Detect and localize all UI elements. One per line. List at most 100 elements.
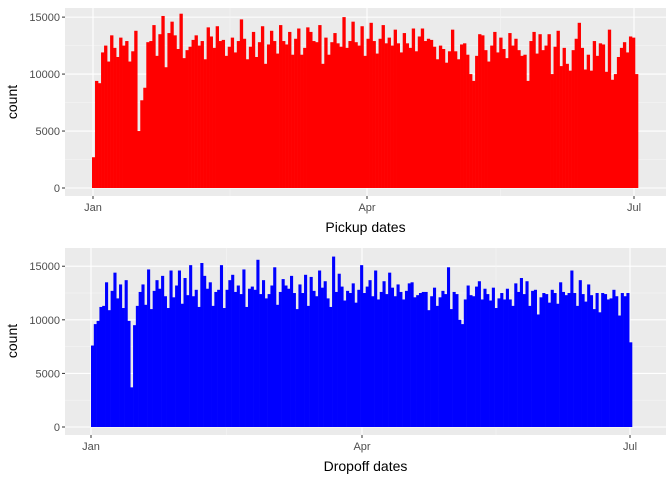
pickup-bar <box>493 31 497 189</box>
pickup-bar <box>384 43 388 188</box>
dropoff-bar <box>545 294 549 427</box>
dropoff-bar <box>306 305 310 427</box>
dropoff-bar <box>475 286 479 427</box>
pickup-bar <box>592 41 597 188</box>
dropoff-bar <box>360 265 364 427</box>
pickup-bar <box>487 61 491 188</box>
pickup-bar <box>453 51 458 188</box>
dropoff-bar <box>539 297 543 427</box>
dropoff-bar <box>483 288 487 427</box>
dropoff-bar <box>617 315 622 427</box>
dropoff-bar <box>273 267 277 427</box>
pickup-bar <box>110 35 114 189</box>
dropoff-bar <box>472 296 476 427</box>
dropoff-bar <box>287 288 291 427</box>
pickup-bar <box>164 67 168 188</box>
dropoff-bar <box>531 290 535 427</box>
dropoff-bar <box>615 296 619 427</box>
pickup-bar <box>595 55 600 188</box>
pickup-bar <box>529 41 533 188</box>
pickup-bar <box>348 41 352 188</box>
dropoff-bar <box>320 287 324 427</box>
pickup-bar <box>276 53 280 188</box>
dropoff-bar <box>368 280 372 427</box>
pickup-bar <box>619 47 624 189</box>
pickup-bar <box>541 50 545 189</box>
dropoff-bar <box>250 286 254 427</box>
pickup-bar <box>393 29 397 189</box>
pickup-bar <box>496 52 500 189</box>
dropoff-bar <box>256 259 260 427</box>
dropoff-bar <box>259 294 263 427</box>
dropoff-bar <box>424 291 428 427</box>
pickup-bar <box>463 43 467 188</box>
dropoff-bar <box>581 294 585 427</box>
pickup-bar <box>535 53 539 188</box>
dropoff-bar <box>155 280 159 427</box>
pickup-bar <box>532 31 536 189</box>
pickup-bar <box>266 44 271 189</box>
dropoff-bar <box>598 312 602 427</box>
dropoff-bar <box>525 281 529 427</box>
pickup-bar <box>580 47 585 189</box>
dropoff-bar <box>564 295 568 427</box>
dropoff-bar <box>337 273 341 427</box>
dropoff-bar <box>138 291 142 427</box>
pickup-bar <box>294 38 298 189</box>
dropoff-bar <box>200 263 204 427</box>
dropoff-bar <box>113 272 117 427</box>
pickup-bar <box>354 42 358 189</box>
pickup-bar <box>613 74 618 188</box>
pickup-bar <box>502 49 506 189</box>
dropoff-bar <box>421 291 425 427</box>
pickup-bar <box>405 43 410 188</box>
dropoff-bar <box>351 283 355 427</box>
dropoff-bar <box>418 293 423 427</box>
dropoff-bar <box>514 283 518 427</box>
pickup-bar <box>511 45 515 189</box>
pickup-bar <box>366 38 370 189</box>
dropoff-bar <box>570 270 574 427</box>
dropoff-bar <box>449 309 453 427</box>
dropoff-bar <box>183 278 187 427</box>
pickup-bar <box>432 46 437 189</box>
dropoff-bar <box>231 274 235 427</box>
pickup-bar <box>351 21 355 189</box>
dropoff-bar <box>228 280 232 427</box>
pickup-bar <box>206 27 210 189</box>
pickup-bar <box>152 25 156 189</box>
dropoff-bar <box>93 324 97 427</box>
dropoff-bar <box>197 306 201 427</box>
dropoff-bar <box>505 288 509 427</box>
dropoff-bar <box>500 293 504 427</box>
dropoff-bar <box>477 281 481 427</box>
pickup-bar <box>360 26 364 189</box>
pickup-bar <box>113 47 117 189</box>
pickup-bar <box>233 52 238 189</box>
pickup-bar <box>607 29 612 189</box>
dropoff-bar <box>458 319 462 427</box>
pickup-bar <box>188 46 192 189</box>
dropoff-bar <box>186 295 190 427</box>
dropoff-bar <box>427 310 431 427</box>
pickup-bars <box>92 13 639 189</box>
dropoff-bar <box>203 275 207 427</box>
dropoff-bar <box>180 303 184 427</box>
dropoff-bar <box>99 306 103 427</box>
pickup-bar <box>460 44 464 189</box>
dropoff-bar <box>432 287 437 427</box>
dropoff-bar <box>553 293 557 427</box>
dropoff-bar <box>211 305 215 427</box>
dropoff-bar <box>503 299 507 427</box>
pickup-bar <box>288 31 292 189</box>
pickup-bar <box>116 56 120 188</box>
pickup-bar <box>387 37 391 189</box>
pickup-bar <box>598 43 603 188</box>
dropoff-bar <box>374 270 378 427</box>
pickup-bar <box>285 44 289 189</box>
pickup-bar <box>263 63 268 188</box>
dropoff-bar <box>247 288 252 427</box>
dropoff-bars <box>91 256 633 427</box>
dropoff-y-tick-label: 10000 <box>29 315 60 327</box>
dropoff-bar <box>147 269 151 427</box>
